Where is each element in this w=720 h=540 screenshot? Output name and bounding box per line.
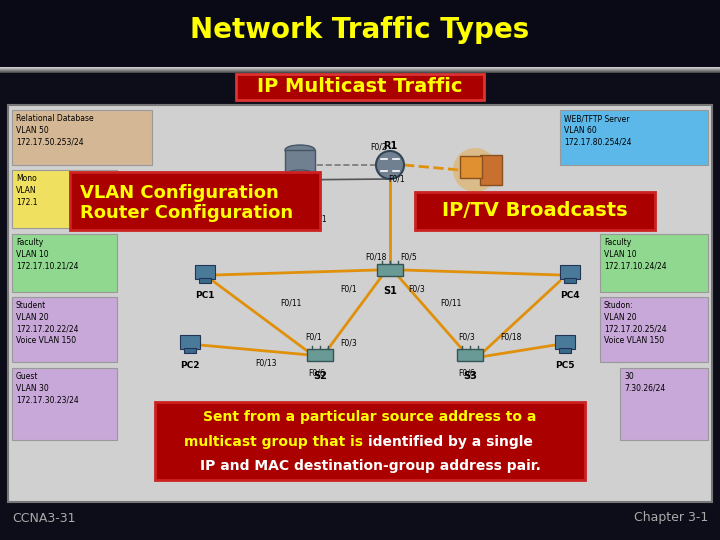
Text: Chapter 3-1: Chapter 3-1 [634, 511, 708, 524]
Text: Sent from a particular source address to a: Sent from a particular source address to… [203, 410, 536, 424]
Text: PC4: PC4 [560, 291, 580, 300]
Text: multicast group that is: multicast group that is [184, 435, 368, 449]
Bar [195, 265, 215, 279]
Text: F0/11: F0/11 [440, 298, 462, 307]
Bar [0, 0, 720, 68]
Text: identified by a single: identified by a single [368, 435, 533, 449]
Text: F0/1: F0/1 [310, 215, 327, 224]
Text: IP/TV Broadcasts: IP/TV Broadcasts [442, 201, 628, 220]
Text: 30
7.30.26/24: 30 7.30.26/24 [624, 372, 665, 393]
Circle shape [376, 151, 404, 179]
Text: Faculty
VLAN 10
172.17.10.24/24: Faculty VLAN 10 172.17.10.24/24 [604, 238, 667, 271]
Text: Guest
VLAN 30
172.17.30.23/24: Guest VLAN 30 172.17.30.23/24 [16, 372, 78, 404]
Bar [12, 110, 152, 165]
Bar [0, 67, 720, 68]
Text: IP and MAC destination-group address pair.: IP and MAC destination-group address pai… [199, 459, 541, 473]
Bar [560, 110, 708, 165]
Bar [620, 368, 708, 440]
Bar [0, 70, 720, 71]
Text: Student
VLAN 20
172.17.20.22/24
Voice VLAN 150: Student VLAN 20 172.17.20.22/24 Voice VL… [16, 301, 78, 346]
Bar [0, 68, 720, 69]
Text: Network Traffic Types: Network Traffic Types [190, 16, 530, 44]
Bar [0, 72, 720, 73]
Text: S2: S2 [313, 371, 327, 381]
FancyBboxPatch shape [236, 74, 484, 100]
Ellipse shape [285, 145, 315, 155]
Bar [12, 234, 117, 292]
Bar [184, 348, 196, 353]
Bar [307, 349, 333, 361]
Bar [564, 278, 576, 283]
Bar [480, 155, 502, 185]
Text: Faculty
VLAN 10
172.17.10.21/24: Faculty VLAN 10 172.17.10.21/24 [16, 238, 78, 271]
Text: S3: S3 [463, 371, 477, 381]
Bar [70, 172, 320, 230]
Text: F0/6: F0/6 [308, 368, 325, 377]
Bar [0, 69, 720, 70]
Text: PC5: PC5 [555, 361, 575, 370]
Text: Router Configuration: Router Configuration [80, 204, 293, 222]
Text: WEB/TFTP Server
VLAN 60
172.17.80.254/24: WEB/TFTP Server VLAN 60 172.17.80.254/24 [564, 114, 631, 146]
Text: F0/5: F0/5 [400, 253, 417, 262]
Text: S1: S1 [383, 286, 397, 296]
Text: CCNA3-31: CCNA3-31 [12, 511, 76, 524]
Bar [12, 297, 117, 362]
Bar [0, 71, 720, 72]
Text: F0/3: F0/3 [340, 338, 356, 347]
Text: Studon:
VLAN 20
172.17.20.25/24
Voice VLAN 150: Studon: VLAN 20 172.17.20.25/24 Voice VL… [604, 301, 667, 346]
Text: VLAN Configuration: VLAN Configuration [80, 184, 279, 202]
Bar [415, 192, 655, 230]
Text: F0/1: F0/1 [388, 175, 405, 184]
Text: F0/2: F0/2 [370, 143, 387, 152]
Text: R1: R1 [383, 141, 397, 151]
Bar [270, 180, 290, 194]
Text: PC0: PC0 [270, 206, 289, 215]
Text: PC1: PC1 [195, 291, 215, 300]
Text: F0/11: F0/11 [280, 298, 302, 307]
Text: PC2: PC2 [180, 361, 199, 370]
Text: F0/18: F0/18 [365, 253, 387, 262]
Bar [180, 335, 200, 349]
Text: F0/3: F0/3 [408, 285, 425, 294]
Text: F0/3: F0/3 [458, 333, 474, 342]
Text: Relational Database
VLAN 50
172.17.50.253/24: Relational Database VLAN 50 172.17.50.25… [16, 114, 94, 146]
Text: IP Multicast Traffic: IP Multicast Traffic [257, 78, 463, 97]
Bar [12, 368, 117, 440]
Text: F0/13: F0/13 [255, 358, 276, 367]
Bar [12, 170, 117, 228]
Bar [377, 264, 403, 276]
Bar [285, 150, 315, 175]
Text: Mono
VLAN
172.1: Mono VLAN 172.1 [16, 174, 37, 207]
Ellipse shape [285, 170, 315, 180]
Bar [460, 156, 482, 178]
Bar [555, 335, 575, 349]
Text: F0/1: F0/1 [305, 333, 322, 342]
Circle shape [453, 148, 497, 192]
Bar [600, 234, 708, 292]
Bar [274, 193, 286, 198]
Bar [600, 297, 708, 362]
Bar [8, 105, 712, 502]
Bar [155, 402, 585, 480]
Text: F0/6: F0/6 [458, 368, 474, 377]
Text: F0/18: F0/18 [500, 333, 521, 342]
Bar [559, 348, 571, 353]
Bar [457, 349, 483, 361]
Text: F0/1: F0/1 [340, 285, 356, 294]
Bar [560, 265, 580, 279]
Bar [199, 278, 211, 283]
